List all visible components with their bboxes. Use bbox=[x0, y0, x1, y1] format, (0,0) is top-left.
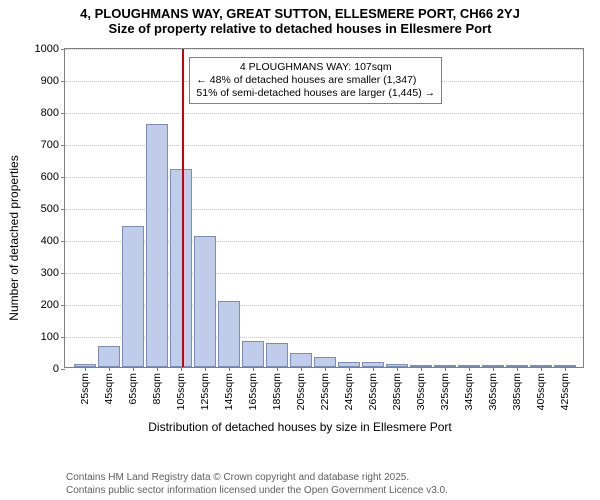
xtick-mark bbox=[301, 367, 302, 371]
xtick-label: 325sqm bbox=[439, 373, 451, 410]
xtick-mark bbox=[157, 367, 158, 371]
annotation-line-3: 51% of semi-detached houses are larger (… bbox=[196, 87, 435, 100]
ytick-label: 0 bbox=[53, 363, 59, 375]
grid-line bbox=[65, 145, 583, 146]
ytick-mark bbox=[61, 273, 65, 274]
xtick-mark bbox=[541, 367, 542, 371]
grid-line bbox=[65, 49, 583, 50]
xtick-mark bbox=[565, 367, 566, 371]
bar bbox=[290, 353, 313, 367]
ytick-label: 300 bbox=[41, 267, 59, 279]
xtick-label: 85sqm bbox=[151, 373, 163, 405]
xtick-label: 365sqm bbox=[487, 373, 499, 410]
bar bbox=[314, 357, 337, 367]
ytick-label: 1000 bbox=[35, 43, 59, 55]
bar bbox=[170, 169, 193, 367]
ytick-label: 800 bbox=[41, 107, 59, 119]
ytick-label: 900 bbox=[41, 75, 59, 87]
ytick-mark bbox=[61, 49, 65, 50]
xtick-label: 165sqm bbox=[247, 373, 259, 410]
xtick-mark bbox=[349, 367, 350, 371]
xtick-label: 225sqm bbox=[319, 373, 331, 410]
marker-line bbox=[182, 49, 184, 367]
bar bbox=[266, 343, 289, 367]
xtick-label: 285sqm bbox=[391, 373, 403, 410]
ytick-label: 600 bbox=[41, 171, 59, 183]
xtick-label: 405sqm bbox=[535, 373, 547, 410]
xtick-label: 385sqm bbox=[511, 373, 523, 410]
xtick-mark bbox=[493, 367, 494, 371]
ytick-mark bbox=[61, 369, 65, 370]
xtick-mark bbox=[205, 367, 206, 371]
xtick-mark bbox=[421, 367, 422, 371]
ytick-mark bbox=[61, 241, 65, 242]
xtick-mark bbox=[325, 367, 326, 371]
xtick-label: 245sqm bbox=[343, 373, 355, 410]
ytick-label: 400 bbox=[41, 235, 59, 247]
xtick-mark bbox=[181, 367, 182, 371]
xtick-label: 305sqm bbox=[415, 373, 427, 410]
ytick-mark bbox=[61, 209, 65, 210]
x-axis-label: Distribution of detached houses by size … bbox=[0, 420, 600, 434]
grid-line bbox=[65, 113, 583, 114]
xtick-label: 45sqm bbox=[103, 373, 115, 405]
ytick-mark bbox=[61, 113, 65, 114]
bar bbox=[122, 226, 145, 367]
ytick-label: 100 bbox=[41, 331, 59, 343]
xtick-mark bbox=[109, 367, 110, 371]
xtick-label: 425sqm bbox=[559, 373, 571, 410]
xtick-label: 145sqm bbox=[223, 373, 235, 410]
xtick-mark bbox=[517, 367, 518, 371]
xtick-label: 25sqm bbox=[79, 373, 91, 405]
bar bbox=[218, 301, 241, 367]
bar bbox=[146, 124, 169, 367]
footer-line-2: Contains public sector information licen… bbox=[66, 485, 448, 498]
bar bbox=[194, 236, 217, 367]
xtick-mark bbox=[133, 367, 134, 371]
xtick-label: 205sqm bbox=[295, 373, 307, 410]
bar bbox=[242, 341, 265, 367]
xtick-mark bbox=[277, 367, 278, 371]
xtick-label: 65sqm bbox=[127, 373, 139, 405]
ytick-mark bbox=[61, 305, 65, 306]
xtick-label: 345sqm bbox=[463, 373, 475, 410]
plot-area: 0100200300400500600700800900100025sqm45s… bbox=[64, 48, 584, 368]
ytick-label: 200 bbox=[41, 299, 59, 311]
grid-line bbox=[65, 177, 583, 178]
ytick-label: 500 bbox=[41, 203, 59, 215]
footer-attribution: Contains HM Land Registry data © Crown c… bbox=[66, 472, 448, 497]
xtick-mark bbox=[85, 367, 86, 371]
xtick-label: 125sqm bbox=[199, 373, 211, 410]
xtick-mark bbox=[373, 367, 374, 371]
annotation-line-1: 4 PLOUGHMANS WAY: 107sqm bbox=[196, 61, 435, 74]
footer-line-1: Contains HM Land Registry data © Crown c… bbox=[66, 472, 448, 485]
annotation-box: 4 PLOUGHMANS WAY: 107sqm ← 48% of detach… bbox=[189, 57, 442, 104]
xtick-label: 265sqm bbox=[367, 373, 379, 410]
ytick-label: 700 bbox=[41, 139, 59, 151]
ytick-mark bbox=[61, 337, 65, 338]
annotation-line-2: ← 48% of detached houses are smaller (1,… bbox=[196, 74, 435, 87]
xtick-label: 105sqm bbox=[175, 373, 187, 410]
chart-container: Number of detached properties 0100200300… bbox=[0, 38, 600, 438]
xtick-mark bbox=[445, 367, 446, 371]
xtick-mark bbox=[469, 367, 470, 371]
ytick-mark bbox=[61, 81, 65, 82]
xtick-mark bbox=[253, 367, 254, 371]
xtick-label: 185sqm bbox=[271, 373, 283, 410]
ytick-mark bbox=[61, 177, 65, 178]
xtick-mark bbox=[397, 367, 398, 371]
grid-line bbox=[65, 209, 583, 210]
xtick-mark bbox=[229, 367, 230, 371]
ytick-mark bbox=[61, 145, 65, 146]
bar bbox=[98, 346, 121, 367]
title-line-1: 4, PLOUGHMANS WAY, GREAT SUTTON, ELLESME… bbox=[0, 0, 600, 21]
y-axis-label: Number of detached properties bbox=[7, 155, 21, 320]
